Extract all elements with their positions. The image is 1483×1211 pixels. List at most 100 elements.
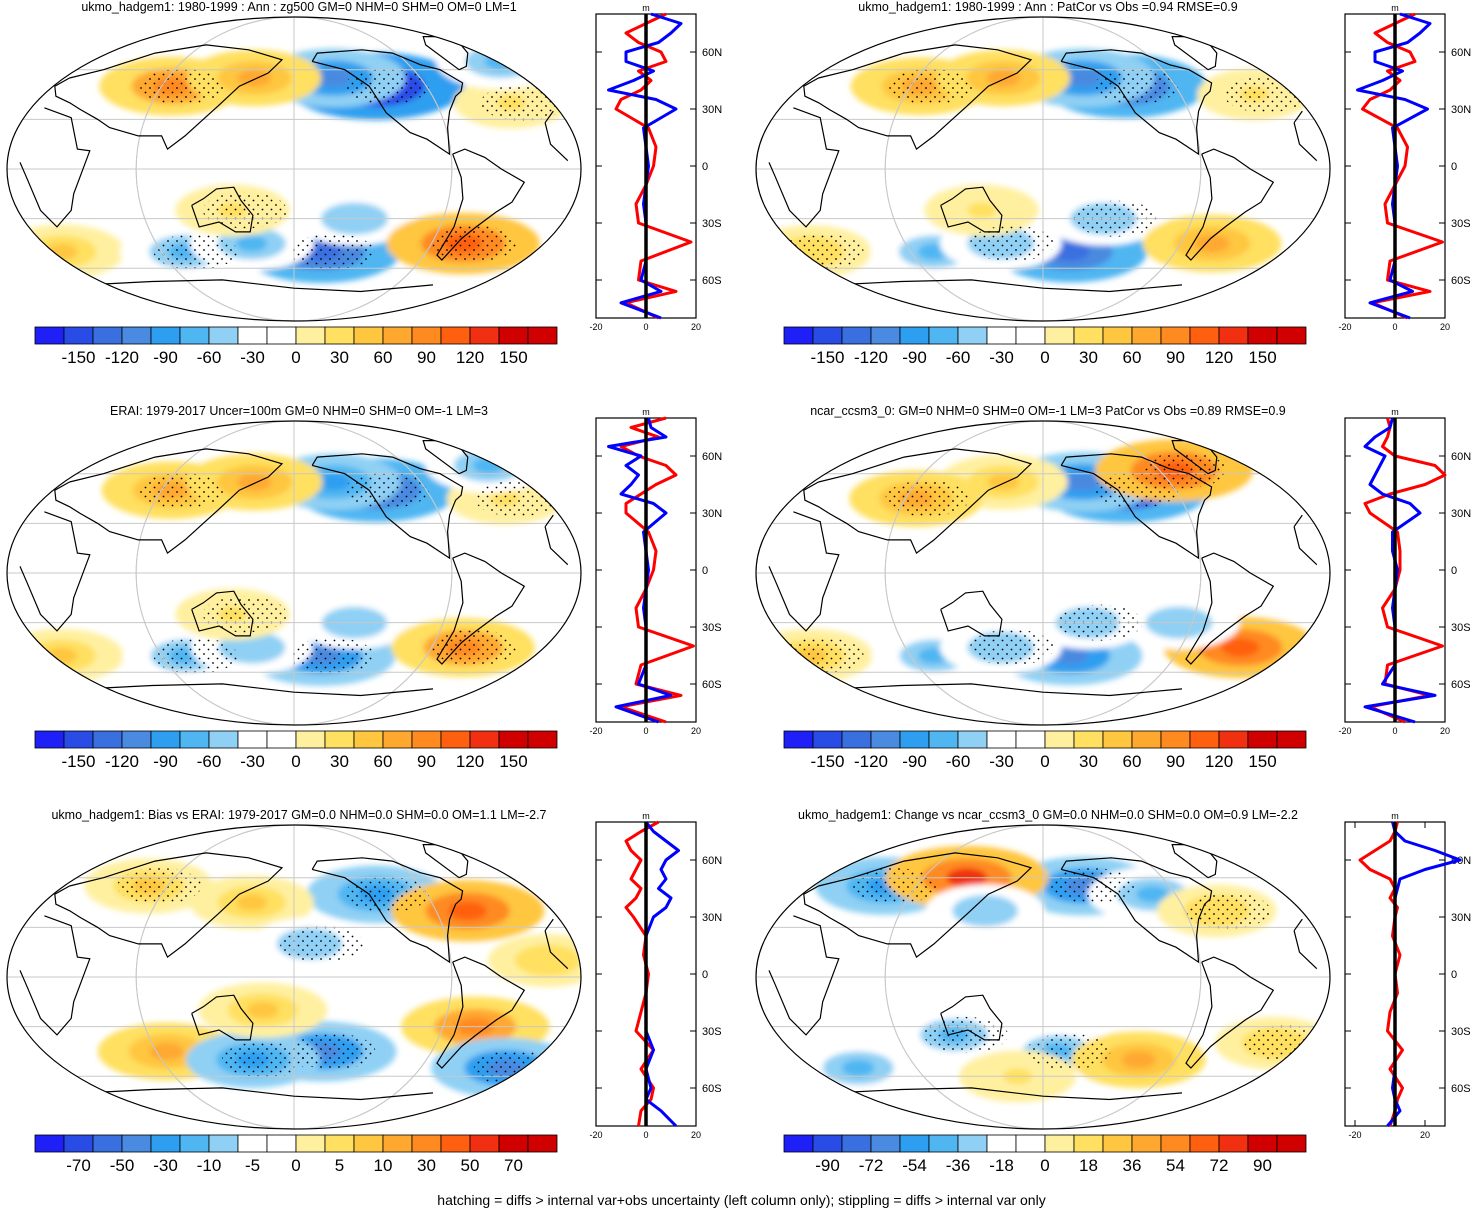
stippling xyxy=(969,225,1054,262)
y-tick-label: 30N xyxy=(1451,912,1471,924)
colorbar-box xyxy=(1073,1134,1104,1153)
anomaly-peak xyxy=(1052,646,1089,665)
meridian-line xyxy=(884,421,1202,725)
coastlines xyxy=(768,844,1318,1101)
coastline xyxy=(768,915,1318,1036)
anomaly-peak xyxy=(472,457,505,474)
anomaly-peak xyxy=(1121,1051,1156,1069)
colorbar-tick-label: -60 xyxy=(946,348,971,367)
colorbar-box xyxy=(469,326,500,345)
colorbar-tick-label: 60 xyxy=(1123,752,1142,771)
x-tick-label: -20 xyxy=(1338,726,1351,734)
colorbar-box xyxy=(469,730,500,749)
colorbar-box xyxy=(382,730,413,749)
coastline xyxy=(768,511,1318,632)
coastline xyxy=(85,279,434,293)
stippling xyxy=(291,1033,376,1070)
colorbar-tick-label: 36 xyxy=(1123,1156,1142,1175)
stippling xyxy=(290,233,375,270)
coastline xyxy=(191,590,254,637)
colorbar-box xyxy=(986,1134,1017,1153)
panel-title: ukmo_hadgem1: Change vs ncar_ccsm3_0 GM=… xyxy=(798,808,1298,822)
zonal-model-line xyxy=(619,416,695,724)
coastline xyxy=(940,186,1003,233)
colorbar-box xyxy=(353,730,384,749)
colorbar-box xyxy=(237,1134,268,1153)
colorbar-tick-label: -150 xyxy=(61,752,95,771)
anomaly-peak xyxy=(970,902,1001,919)
meridian-line xyxy=(884,825,1202,1129)
y-tick-label: 60N xyxy=(702,451,722,463)
colorbar-box xyxy=(469,1134,500,1153)
stippling xyxy=(1244,1025,1329,1062)
x-tick-label: -20 xyxy=(589,1130,602,1138)
colorbar-box xyxy=(295,730,326,749)
zonal-unit-label: m xyxy=(1391,3,1399,13)
colorbar-box xyxy=(208,730,239,749)
colorbar-tick-label: 72 xyxy=(1210,1156,1229,1175)
coastline xyxy=(54,44,284,151)
colorbar-box xyxy=(899,326,930,345)
colorbar-box xyxy=(498,730,529,749)
zonal-model-line xyxy=(614,12,693,320)
zonal-mean-plot: m 60N 30N 0 30S 60S -20 0 20 xyxy=(589,407,722,734)
colorbar-tick-label: -120 xyxy=(854,752,888,771)
graticule xyxy=(7,825,581,1129)
graticule xyxy=(756,825,1330,1129)
colorbar: -150 -120 -90 -60 -30 0 30 60 90 120 150 xyxy=(783,730,1307,771)
coastlines xyxy=(19,440,569,697)
coastline xyxy=(834,279,1183,293)
map-border xyxy=(755,16,1331,322)
colorbar-box xyxy=(208,1134,239,1153)
coastline xyxy=(19,915,569,1036)
x-tick-label: 0 xyxy=(643,726,648,734)
coastline xyxy=(85,1087,434,1101)
stippling xyxy=(139,68,224,105)
x-tick-label: 0 xyxy=(643,322,648,330)
anomaly-peak xyxy=(236,235,268,252)
anomaly-peak xyxy=(1194,234,1230,253)
anomaly-peak xyxy=(46,647,78,664)
colorbar-box xyxy=(382,1134,413,1153)
colorbar-box xyxy=(1160,1134,1191,1153)
colorbar-box xyxy=(527,1134,558,1153)
colorbar-box xyxy=(841,1134,872,1153)
anomaly-peak xyxy=(236,639,267,656)
colorbar-tick-label: 60 xyxy=(1123,348,1142,367)
anomaly-peak xyxy=(45,243,78,260)
colorbar-box xyxy=(411,1134,442,1153)
colorbar-box xyxy=(34,730,65,749)
map-border xyxy=(755,824,1331,1130)
stippling xyxy=(1186,892,1271,929)
colorbar-box xyxy=(150,326,181,345)
colorbar-box xyxy=(899,730,930,749)
colorbar-tick-label: -120 xyxy=(854,348,888,367)
colorbar-box xyxy=(870,730,901,749)
colorbar-box xyxy=(237,326,268,345)
colorbar-tick-label: 120 xyxy=(456,348,484,367)
colorbar-box xyxy=(1218,730,1249,749)
zonal-model-line xyxy=(1361,12,1444,320)
y-tick-label: 30S xyxy=(702,218,722,230)
coastline xyxy=(85,683,434,697)
colorbar-box xyxy=(353,1134,384,1153)
y-tick-label: 30S xyxy=(1451,1026,1471,1038)
coastline xyxy=(1060,857,1213,964)
y-tick-label: 60S xyxy=(1451,679,1471,691)
colorbar-tick-label: 90 xyxy=(1253,1156,1272,1175)
colorbar-tick-label: 150 xyxy=(499,752,527,771)
colorbar-box xyxy=(179,1134,210,1153)
colorbar-box xyxy=(440,730,471,749)
y-tick-label: 60S xyxy=(702,275,722,287)
anomaly-peak xyxy=(316,473,351,491)
colorbar-box xyxy=(1073,326,1104,345)
coastline xyxy=(1060,453,1213,560)
stippling xyxy=(1051,867,1136,904)
zonal-unit-label: m xyxy=(642,811,650,821)
colorbar-tick-label: -120 xyxy=(105,752,139,771)
colorbar-tick-label: 0 xyxy=(291,348,300,367)
coastline xyxy=(1185,148,1275,261)
colorbar-tick-label: 150 xyxy=(1248,348,1276,367)
colorbar-tick-label: -30 xyxy=(989,752,1014,771)
colorbar-box xyxy=(498,326,529,345)
